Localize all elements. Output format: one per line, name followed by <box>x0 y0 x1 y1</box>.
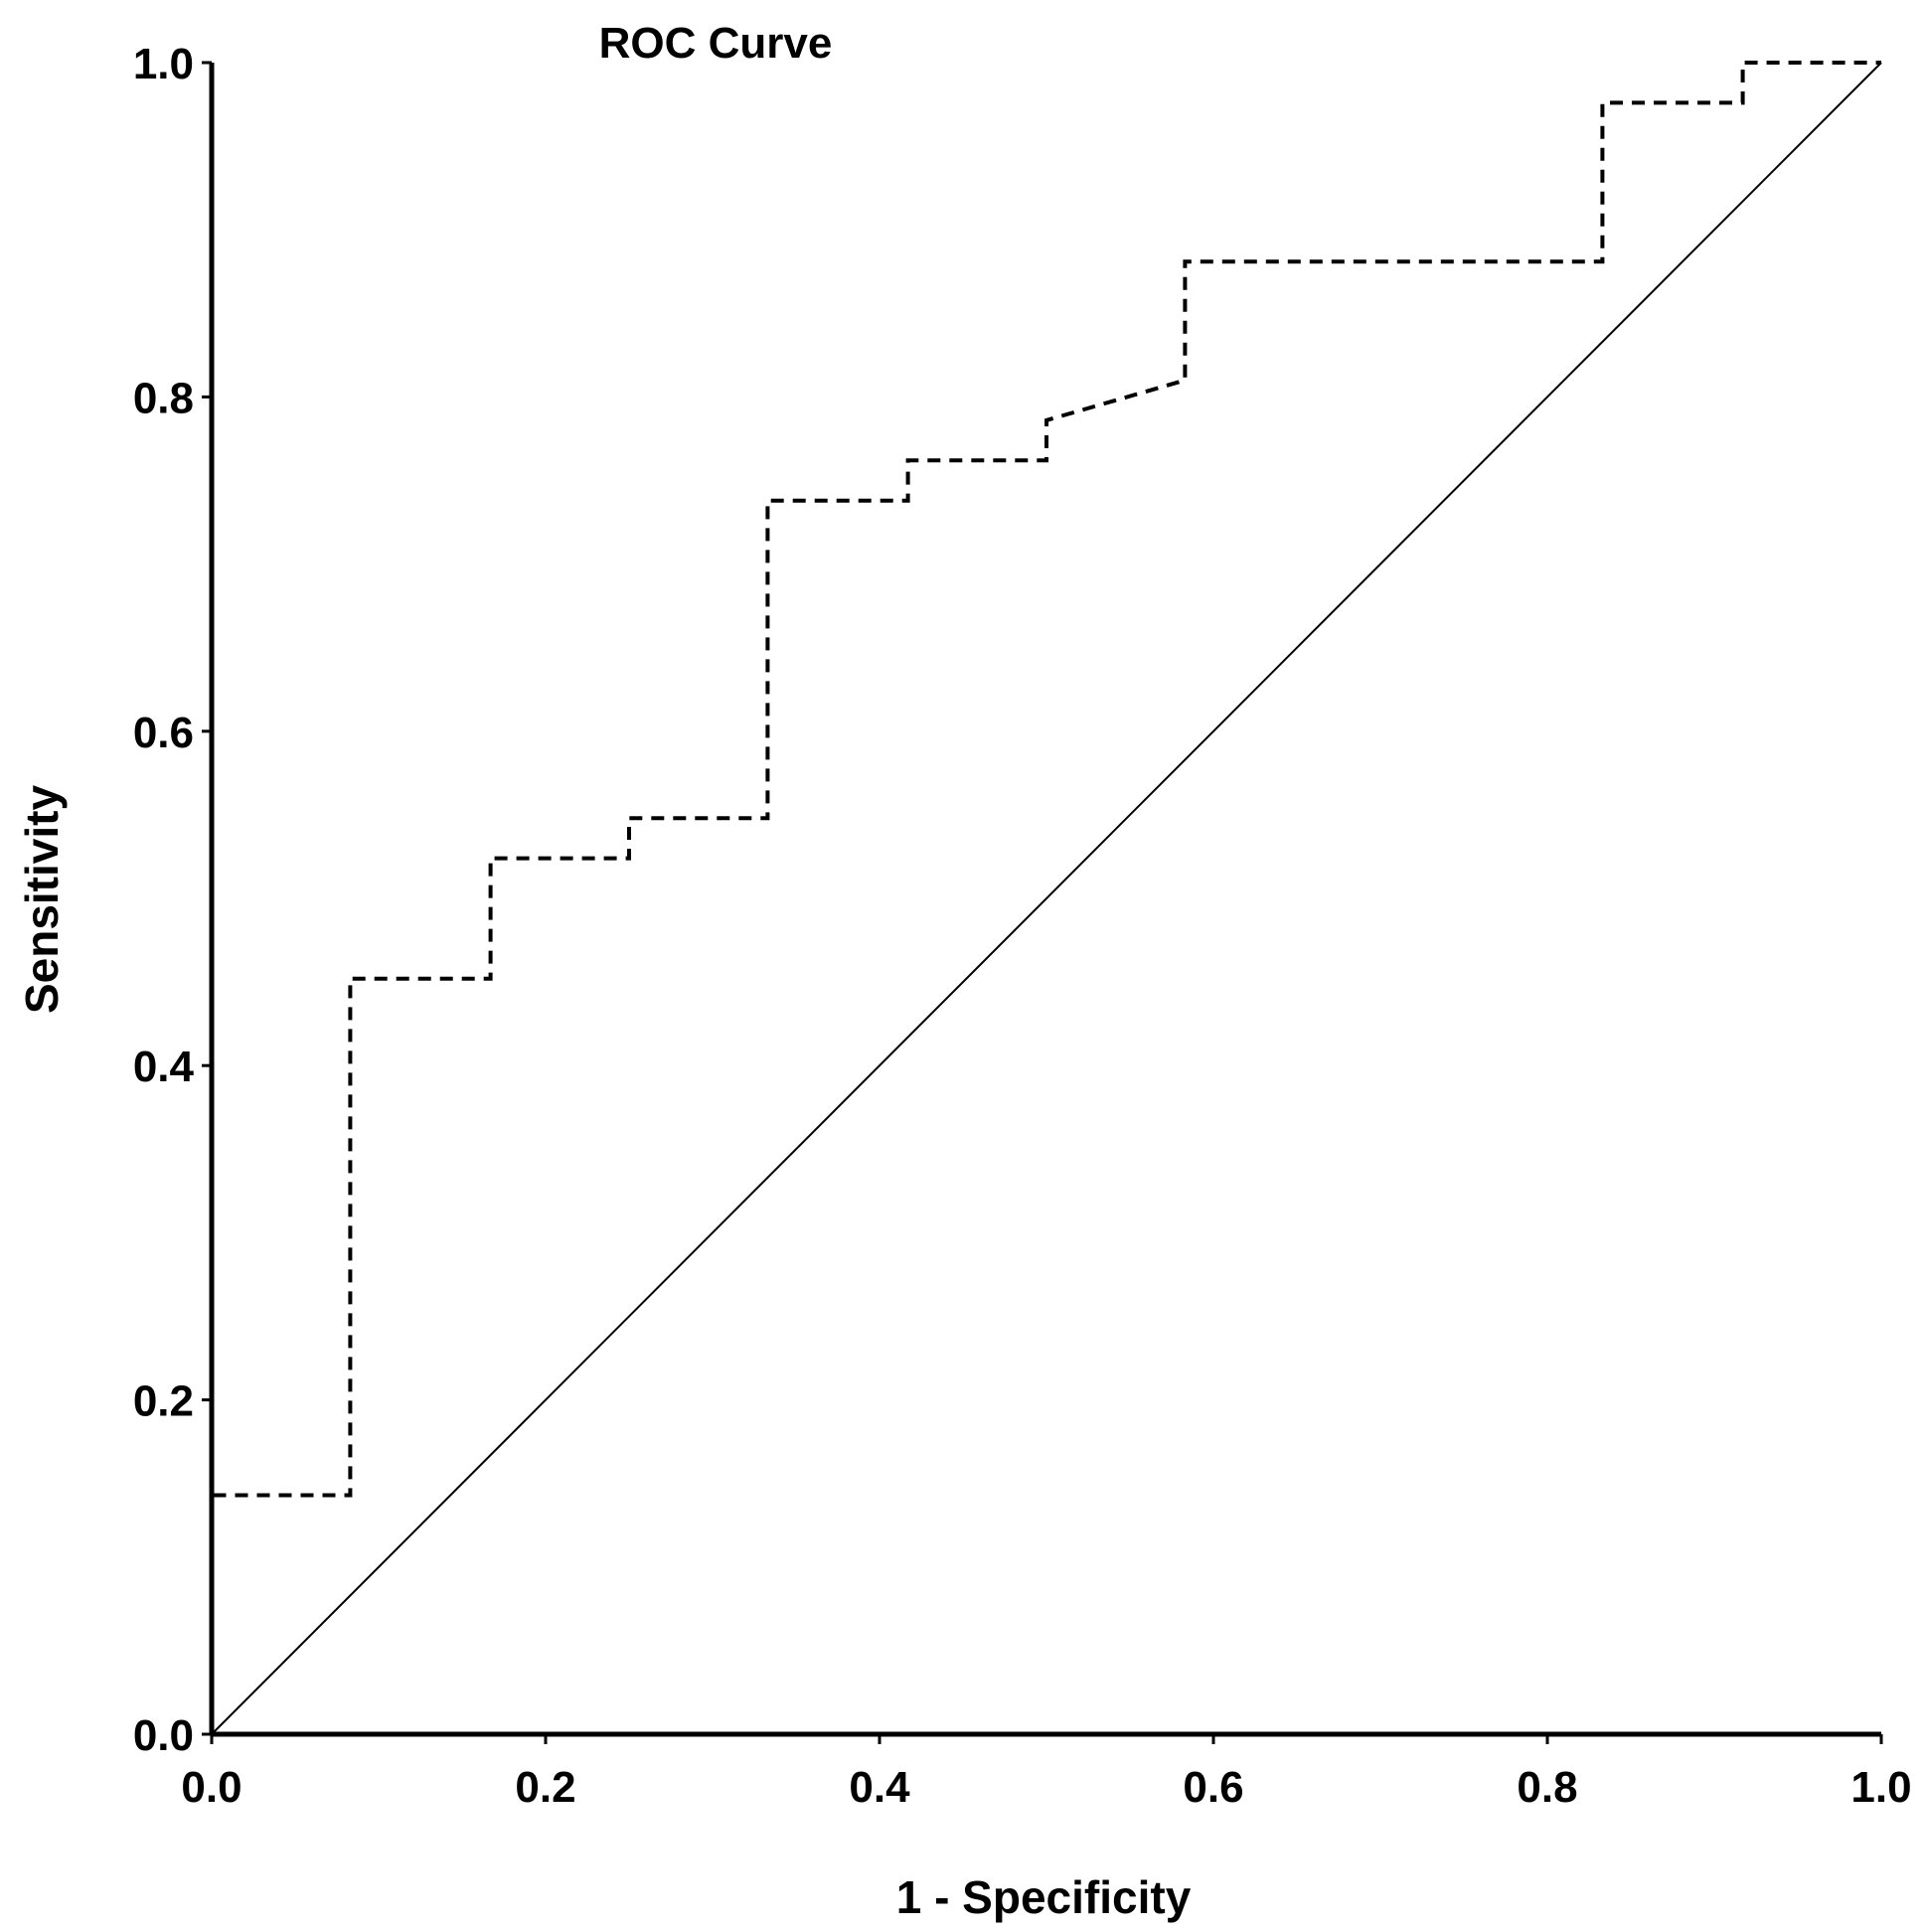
chart-title: ROC Curve <box>599 19 833 68</box>
y-tick-label: 0.8 <box>133 374 194 422</box>
x-tick-label: 0.2 <box>515 1763 575 1812</box>
y-tick-label: 0.0 <box>133 1711 194 1760</box>
x-tick-label: 0.4 <box>849 1763 910 1812</box>
x-tick-label: 0.6 <box>1183 1763 1243 1812</box>
x-tick-label: 1.0 <box>1850 1763 1911 1812</box>
y-tick-label: 0.4 <box>133 1043 195 1091</box>
y-tick-label: 1.0 <box>133 40 194 88</box>
roc-curve-line <box>210 61 1881 1734</box>
reference-diagonal-line <box>211 62 1882 1735</box>
plot-area: 0.0 0.2 0.4 0.6 0.8 1.0 0.0 0.2 0.4 0.6 0.8 1.0 <box>133 40 1912 1812</box>
x-axis-title: 1 - Specificity <box>896 1871 1192 1923</box>
x-tick-label: 0.0 <box>181 1763 241 1812</box>
y-tick-label: 0.6 <box>133 709 194 757</box>
x-tick-label: 0.8 <box>1517 1763 1577 1812</box>
y-axis-title: Sensitivity <box>16 785 68 1015</box>
y-tick-label: 0.2 <box>133 1377 194 1426</box>
